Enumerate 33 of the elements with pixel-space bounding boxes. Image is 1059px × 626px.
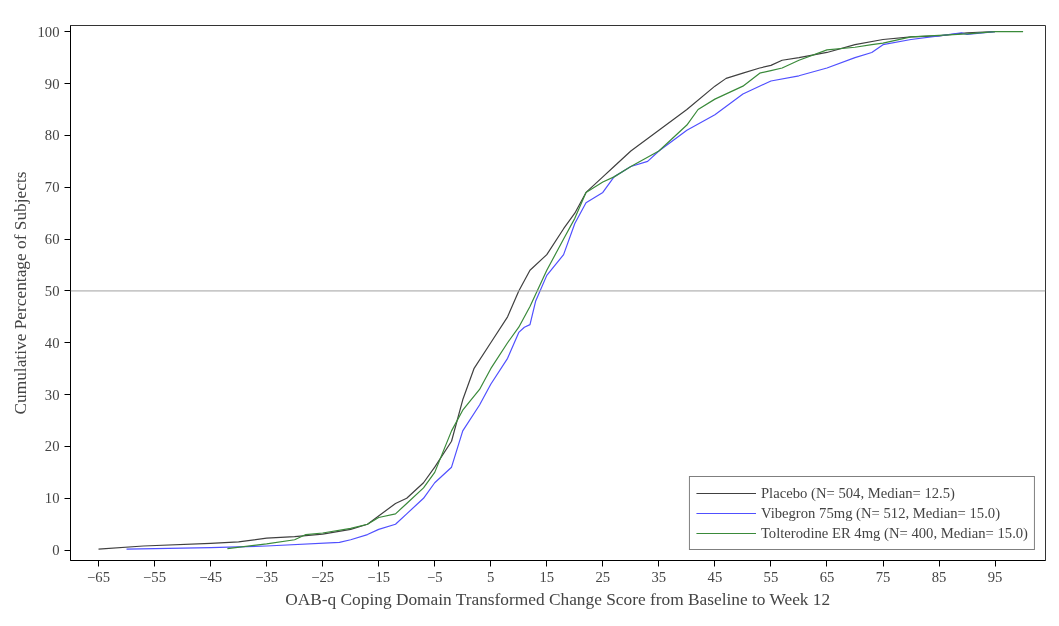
y-tick-label: 80 <box>44 127 60 144</box>
y-tick-label: 40 <box>44 334 60 351</box>
y-tick-label: 20 <box>44 438 60 455</box>
y-tick-label: 30 <box>44 386 60 403</box>
x-tick-label: 75 <box>875 568 891 585</box>
x-tick-label: −35 <box>255 568 279 585</box>
y-tick-label: 50 <box>44 282 60 299</box>
x-tick-label: −5 <box>426 568 443 585</box>
x-tick-label: −55 <box>143 568 167 585</box>
y-axis-title: Cumulative Percentage of Subjects <box>10 171 30 415</box>
y-tick-label: 10 <box>44 490 60 507</box>
legend-label: Placebo (N= 504, Median= 12.5) <box>760 484 955 502</box>
x-tick-label: 65 <box>819 568 835 585</box>
x-tick-label: 15 <box>539 568 555 585</box>
x-tick-label: −15 <box>367 568 391 585</box>
legend-label: Vibegron 75mg (N= 512, Median= 15.0) <box>760 504 1001 522</box>
x-tick-label: 5 <box>487 568 495 585</box>
x-tick-label: 85 <box>931 568 947 585</box>
legend-label: Tolterodine ER 4mg (N= 400, Median= 15.0) <box>760 524 1028 542</box>
x-tick-label: −25 <box>311 568 335 585</box>
x-tick-label: 45 <box>707 568 723 585</box>
x-tick-label: 55 <box>763 568 779 585</box>
x-tick-label: 95 <box>987 568 1003 585</box>
y-tick-label: 60 <box>44 231 60 248</box>
x-axis-title: OAB-q Coping Domain Transformed Change Score from Baseline to Week 12 <box>285 589 831 609</box>
x-tick-label: 25 <box>595 568 611 585</box>
y-tick-label: 70 <box>44 179 60 196</box>
y-tick-label: 100 <box>37 23 60 40</box>
x-tick-label: 35 <box>651 568 667 585</box>
x-tick-label: −45 <box>199 568 223 585</box>
y-tick-label: 0 <box>52 542 60 559</box>
x-tick-label: −65 <box>87 568 110 585</box>
y-tick-label: 90 <box>44 75 60 92</box>
